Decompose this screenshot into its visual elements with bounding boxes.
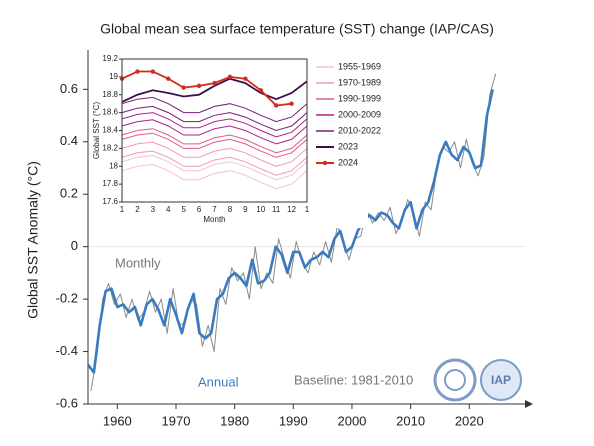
x-tick-label: 2020 xyxy=(455,413,484,428)
x-tick-label: 1980 xyxy=(220,413,249,428)
chart-title: Global mean sea surface temperature (SST… xyxy=(100,21,494,37)
x-axis-arrow xyxy=(525,400,533,408)
inset-y-tick-label: 19.2 xyxy=(102,54,118,63)
inset-point xyxy=(273,103,279,108)
inset-x-tick-label: 3 xyxy=(151,205,156,214)
y-tick-label: 0.2 xyxy=(60,186,78,201)
inset-line xyxy=(121,77,308,103)
inset-frame xyxy=(121,58,308,203)
legend-label: 2000-2009 xyxy=(338,109,381,119)
inset-y-tick-label: 18.6 xyxy=(102,108,118,117)
inset-point xyxy=(227,74,233,80)
inset-x-tick-label: 10 xyxy=(256,205,265,214)
inset-point xyxy=(135,69,140,74)
y-axis-label: Global SST Anomaly (°C) xyxy=(25,161,41,319)
x-tick-label: 2010 xyxy=(396,413,425,428)
inset-point xyxy=(243,76,248,81)
logo xyxy=(433,358,477,402)
legend-label: 1955-1969 xyxy=(338,61,381,71)
logo-text: IAP xyxy=(491,373,511,387)
legend-label: 2010-2022 xyxy=(338,125,381,135)
legend-label: 1970-1989 xyxy=(338,77,381,87)
x-tick-label: 1990 xyxy=(279,413,308,428)
x-tick-label: 2000 xyxy=(337,413,366,428)
inset-point xyxy=(166,76,171,81)
y-tick-label: -0.6 xyxy=(56,395,78,410)
inset-y-label: Global SST (°C) xyxy=(92,102,101,160)
inset-line xyxy=(121,70,292,107)
inset-x-tick-label: 7 xyxy=(212,205,217,214)
inset-line xyxy=(121,150,308,176)
y-tick-label: -0.2 xyxy=(56,291,78,306)
inset-point xyxy=(212,80,217,86)
inset-point xyxy=(258,88,263,93)
x-tick-label: 1970 xyxy=(162,413,191,428)
inset-x-tick-label: 8 xyxy=(228,205,233,214)
inset-y-tick-label: 18.2 xyxy=(102,143,118,152)
annual-label: Annual xyxy=(198,374,239,389)
inset-line xyxy=(121,105,308,132)
inset-y-tick-label: 18.8 xyxy=(102,90,118,99)
inset-x-tick-label: 5 xyxy=(181,205,186,214)
inset-line xyxy=(121,141,308,167)
inset-point xyxy=(181,85,186,90)
monthly-label: Monthly xyxy=(115,255,161,270)
y-tick-label: 0.6 xyxy=(60,81,78,96)
inset-x-tick-label: 9 xyxy=(243,205,248,214)
inset-x-tick-label: 1 xyxy=(305,205,310,214)
inset-y-tick-label: 19 xyxy=(109,72,118,81)
legend-label: 2023 xyxy=(338,141,358,151)
baseline-label: Baseline: 1981-2010 xyxy=(294,372,413,387)
inset-point xyxy=(150,69,156,74)
y-tick-label: -0.4 xyxy=(56,343,78,358)
inset-line xyxy=(121,119,308,145)
inset-x-label: Month xyxy=(203,215,225,224)
series-line xyxy=(90,73,497,391)
inset-x-tick-label: 11 xyxy=(272,205,281,214)
inset-line xyxy=(121,112,308,138)
inset-line xyxy=(121,154,308,181)
inset-x-tick-label: 1 xyxy=(120,205,125,214)
x-tick-label: 1960 xyxy=(103,413,132,428)
inset-y-tick-label: 18 xyxy=(109,161,118,170)
inset-y-tick-label: 18.4 xyxy=(102,126,118,135)
inset-point xyxy=(289,101,294,106)
inset-x-tick-label: 2 xyxy=(135,205,140,214)
logo xyxy=(480,359,522,401)
y-tick-label: 0.4 xyxy=(60,133,78,148)
legend-label: 2024 xyxy=(338,157,358,167)
y-tick-label: 0 xyxy=(71,238,78,253)
logo-inner xyxy=(444,369,466,391)
inset-y-tick-label: 17.8 xyxy=(102,179,118,188)
inset-line xyxy=(121,96,308,123)
inset-line xyxy=(121,132,308,158)
inset-x-tick-label: 12 xyxy=(287,205,296,214)
legend-marker xyxy=(322,160,328,166)
inset-point xyxy=(196,83,202,89)
inset-x-tick-label: 6 xyxy=(197,205,202,214)
legend-label: 1990-1999 xyxy=(338,93,381,103)
inset-line xyxy=(121,163,308,190)
series-line xyxy=(86,89,494,374)
inset-x-tick-label: 4 xyxy=(166,205,171,214)
inset-line xyxy=(121,128,308,154)
inset-y-tick-label: 17.6 xyxy=(102,197,118,206)
